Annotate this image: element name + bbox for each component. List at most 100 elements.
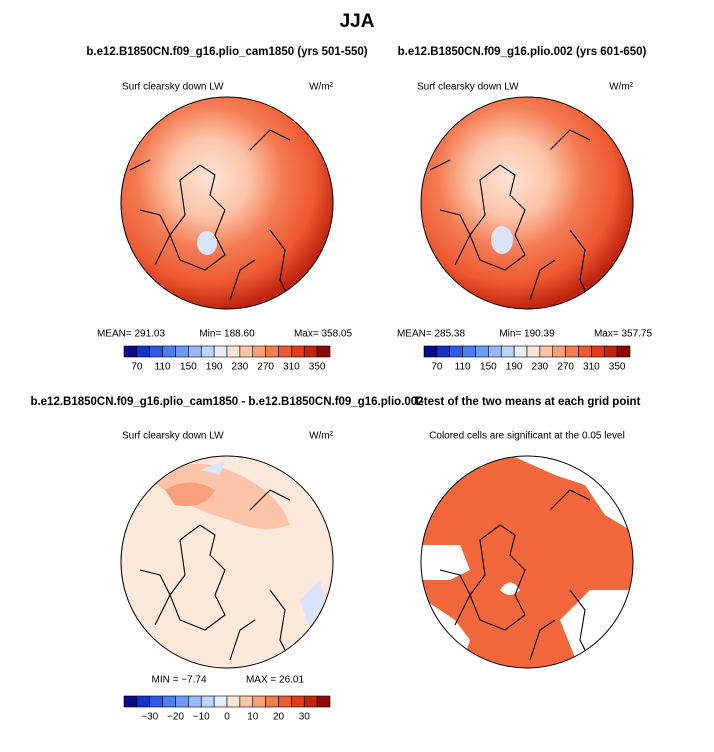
colorbar-label: 30 — [299, 712, 311, 723]
colorbar-label: 110 — [155, 362, 171, 373]
colorbar-box — [252, 345, 266, 358]
colorbar-box — [423, 345, 438, 358]
colorbar-box — [278, 345, 292, 358]
colorbar-label: 0 — [224, 712, 230, 723]
colorbar-box — [278, 695, 292, 708]
colorbar: 70 110 150 190 230 270 310 350 — [423, 345, 631, 373]
colorbar: −30 −20 −10 0 10 20 30 — [123, 695, 331, 723]
colorbar-box — [500, 345, 515, 358]
colorbar-box — [265, 695, 279, 708]
colorbar: 70 110 150 190 230 270 310 350 — [123, 345, 331, 373]
colorbar-box — [475, 345, 489, 358]
colorbar-box — [488, 345, 502, 358]
colorbar-box — [136, 695, 151, 708]
colorbar-box — [226, 345, 241, 358]
stat-label: Max= 357.75 — [594, 329, 653, 340]
stat-label: MIN = −7.74 — [151, 675, 206, 686]
colorbar-box — [149, 695, 163, 708]
stat-label: Max= 358.05 — [294, 329, 353, 340]
colorbar-box — [436, 345, 451, 358]
colorbar-box — [162, 695, 176, 708]
colorbar-box — [175, 695, 189, 708]
colorbar-box — [316, 695, 331, 708]
variable-label: Surf clearsky down LW — [417, 82, 519, 93]
colorbar-box — [303, 345, 318, 358]
colorbar-box — [200, 345, 215, 358]
variable-label: Surf clearsky down LW — [122, 82, 224, 93]
panel-title: b.e12.B1850CN.f09_g16.plio_cam1850 - b.e… — [30, 396, 423, 408]
stat-label: MEAN= 285.38 — [397, 329, 466, 340]
stat-label: Min= 190.39 — [499, 329, 555, 340]
map — [421, 456, 633, 668]
map-border — [120, 455, 334, 669]
colorbar-label: 310 — [283, 362, 300, 373]
colorbar-label: 270 — [557, 362, 574, 373]
colorbar-box — [265, 345, 279, 358]
colorbar-box — [291, 345, 305, 358]
colorbar-box — [303, 695, 318, 708]
colorbar-label: 190 — [506, 362, 523, 373]
colorbar-box — [526, 345, 541, 358]
panel-title: b.e12.B1850CN.f09_g16.plio.002 (yrs 601-… — [398, 46, 647, 58]
colorbar-box — [213, 695, 228, 708]
map-border — [420, 455, 634, 669]
colorbar-box — [188, 345, 202, 358]
variable-label: Surf clearsky down LW — [122, 431, 224, 442]
colorbar-box — [591, 345, 605, 358]
map — [121, 97, 333, 309]
colorbar-box — [213, 345, 228, 358]
map-border — [420, 96, 634, 310]
stats: MEAN= 291.03 Min= 188.60 Max= 358.05 — [97, 329, 353, 340]
figure-title: JJA — [340, 11, 375, 32]
colorbar-box — [239, 695, 254, 708]
colorbar-box — [291, 695, 305, 708]
colorbar-box — [578, 345, 592, 358]
colorbar-box — [162, 345, 176, 358]
colorbar-box — [539, 345, 554, 358]
colorbar-label: 10 — [247, 712, 259, 723]
colorbar-box — [252, 695, 266, 708]
panel-subtitle: Colored cells are significant at the 0.0… — [429, 431, 625, 442]
colorbar-label: −30 — [141, 712, 158, 723]
colorbar-box — [603, 345, 618, 358]
colorbar-label: 310 — [583, 362, 600, 373]
colorbar-box — [513, 345, 528, 358]
colorbar-box — [149, 345, 163, 358]
colorbar-label: 270 — [257, 362, 274, 373]
colorbar-label: 150 — [180, 362, 197, 373]
colorbar-label: 350 — [309, 362, 326, 373]
colorbar-box — [462, 345, 476, 358]
colorbar-label: 110 — [455, 362, 471, 373]
colorbar-label: 150 — [480, 362, 497, 373]
colorbar-box — [123, 345, 138, 358]
colorbar-label: 230 — [532, 362, 549, 373]
stat-label: MAX = 26.01 — [246, 675, 305, 686]
colorbar-box — [616, 345, 631, 358]
units-label: W/m² — [609, 82, 634, 93]
colorbar-label: 230 — [232, 362, 249, 373]
colorbar-box — [239, 345, 254, 358]
units-label: W/m² — [309, 431, 334, 442]
stats: MEAN= 285.38 Min= 190.39 Max= 357.75 — [397, 329, 653, 340]
colorbar-label: 350 — [609, 362, 626, 373]
colorbar-box — [175, 345, 189, 358]
stat-label: Min= 188.60 — [199, 329, 255, 340]
colorbar-box — [200, 695, 215, 708]
colorbar-box — [316, 345, 331, 358]
colorbar-label: −20 — [167, 712, 184, 723]
units-label: W/m² — [309, 82, 334, 93]
colorbar-label: −10 — [193, 712, 210, 723]
panel-title: b.e12.B1850CN.f09_g16.plio_cam1850 (yrs … — [86, 46, 367, 58]
map — [121, 456, 333, 668]
colorbar-box — [565, 345, 579, 358]
panel-title: T-test of the two means at each grid poi… — [414, 396, 641, 408]
map — [421, 97, 633, 309]
colorbar-box — [552, 345, 566, 358]
colorbar-box — [188, 695, 202, 708]
colorbar-box — [123, 695, 138, 708]
colorbar-label: 70 — [431, 362, 443, 373]
stats: MIN = −7.74 MAX = 26.01 — [151, 675, 304, 686]
colorbar-label: 70 — [131, 362, 143, 373]
colorbar-box — [449, 345, 463, 358]
